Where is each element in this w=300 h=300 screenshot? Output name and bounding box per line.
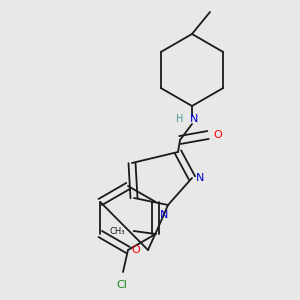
Text: O: O [132,245,140,255]
Text: N: N [160,210,168,220]
Text: N: N [196,173,204,183]
Text: H: H [176,114,184,124]
Text: N: N [190,114,198,124]
Text: Cl: Cl [117,280,128,290]
Text: O: O [214,130,222,140]
Text: CH₃: CH₃ [110,227,125,236]
